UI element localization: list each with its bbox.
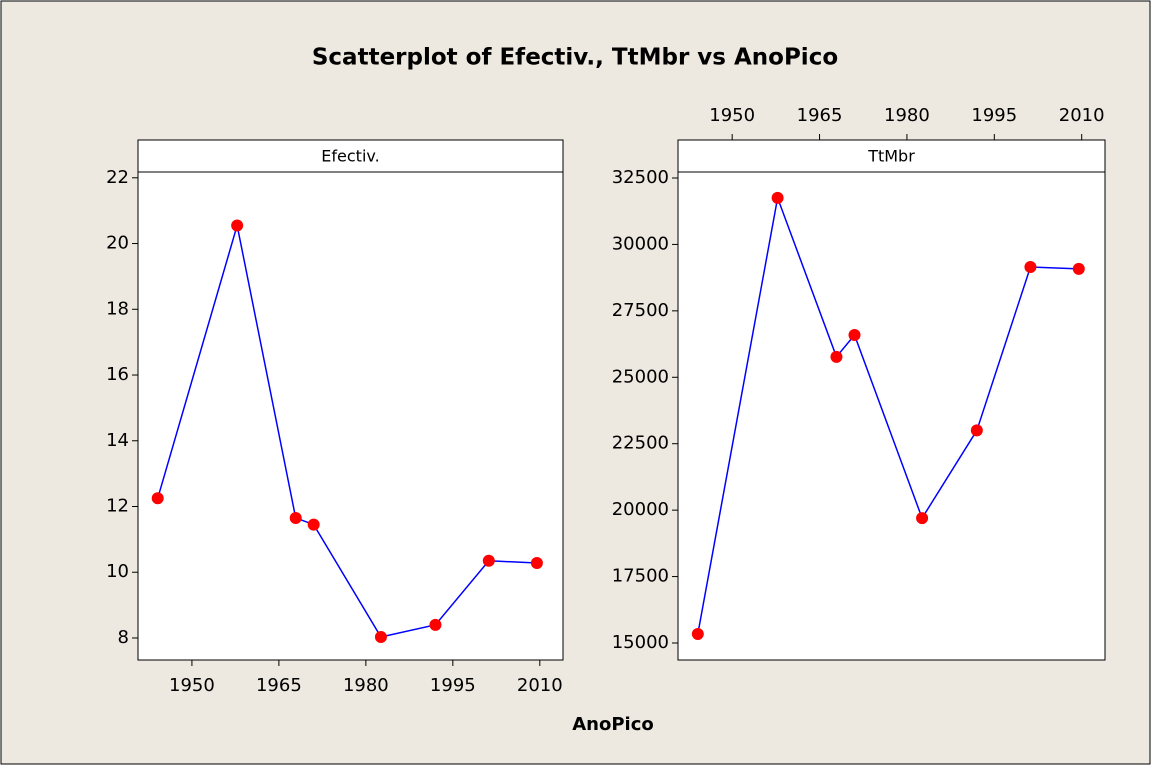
x-tick-label: 1980 bbox=[343, 675, 389, 696]
y-tick-label: 17500 bbox=[612, 566, 669, 587]
panel-header bbox=[137, 139, 564, 173]
chart-title: Scatterplot of Efectiv., TtMbr vs AnoPic… bbox=[312, 45, 838, 71]
y-tick-label: 30000 bbox=[612, 233, 669, 254]
panel-title: Efectiv. bbox=[321, 147, 379, 166]
y-tick-label: 27500 bbox=[612, 300, 669, 321]
marker bbox=[231, 219, 244, 232]
marker bbox=[1024, 261, 1037, 274]
marker bbox=[289, 512, 302, 525]
y-tick-label: 20000 bbox=[612, 499, 669, 520]
x-tick-label: 1995 bbox=[430, 675, 476, 696]
y-tick-label: 14 bbox=[106, 430, 129, 451]
marker bbox=[848, 329, 861, 342]
y-tick-label: 15000 bbox=[612, 632, 669, 653]
y-tick-label: 12 bbox=[106, 495, 129, 516]
y-tick-label: 22500 bbox=[612, 433, 669, 454]
y-tick-label: 8 bbox=[118, 627, 129, 648]
panel-header bbox=[677, 139, 1106, 173]
marker bbox=[830, 350, 843, 363]
series-line bbox=[156, 225, 537, 638]
series-line bbox=[697, 195, 1079, 635]
marker bbox=[307, 518, 320, 531]
marker bbox=[691, 627, 704, 640]
y-tick-label: 20 bbox=[106, 233, 129, 254]
panel-title: TtMbr bbox=[867, 147, 915, 166]
x-axis-label: AnoPico bbox=[572, 714, 654, 735]
plot-area bbox=[677, 171, 1106, 661]
marker bbox=[916, 512, 929, 525]
x-tick-label: 1950 bbox=[169, 675, 215, 696]
x-tick-label: 2010 bbox=[517, 675, 563, 696]
x-tick-label: 1980 bbox=[884, 105, 930, 126]
x-tick-label: 1995 bbox=[971, 105, 1017, 126]
x-tick-label: 1965 bbox=[256, 675, 302, 696]
y-tick-label: 18 bbox=[106, 298, 129, 319]
y-tick-label: 32500 bbox=[612, 167, 669, 188]
y-tick-label: 25000 bbox=[612, 366, 669, 387]
y-tick-label: 10 bbox=[106, 561, 129, 582]
marker bbox=[429, 618, 442, 631]
x-tick-label: 2010 bbox=[1059, 105, 1105, 126]
marker bbox=[970, 424, 983, 437]
y-tick-label: 16 bbox=[106, 364, 129, 385]
marker bbox=[374, 630, 387, 643]
marker bbox=[151, 492, 164, 505]
marker bbox=[530, 557, 543, 570]
x-tick-label: 1965 bbox=[797, 105, 843, 126]
x-tick-label: 1950 bbox=[709, 105, 755, 126]
plot-area bbox=[137, 171, 564, 661]
marker bbox=[771, 191, 784, 204]
marker bbox=[1072, 262, 1085, 275]
marker bbox=[482, 554, 495, 567]
y-tick-label: 22 bbox=[106, 167, 129, 188]
